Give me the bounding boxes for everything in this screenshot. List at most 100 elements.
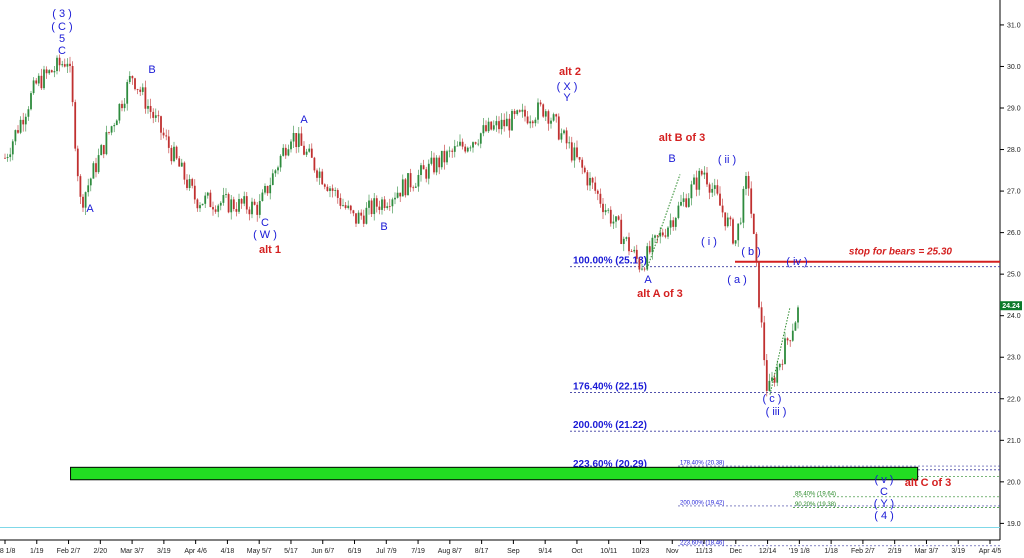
candle-body bbox=[40, 75, 43, 89]
candle-body bbox=[646, 246, 649, 270]
candle-body bbox=[95, 163, 97, 173]
candle-body bbox=[71, 66, 74, 103]
candle-body bbox=[404, 179, 407, 196]
candle-body bbox=[430, 157, 433, 164]
x-tick-label: Feb 2/7 bbox=[851, 548, 875, 555]
candle-body bbox=[277, 167, 279, 171]
x-tick-label: Feb 2/7 bbox=[57, 548, 81, 555]
candle-body bbox=[448, 150, 451, 152]
secondary-level-label: 200.00% (19.42) bbox=[680, 500, 724, 506]
svg-text:24.24: 24.24 bbox=[1002, 303, 1020, 310]
wave-label: ( iv ) bbox=[786, 256, 807, 268]
candle-body bbox=[500, 119, 503, 130]
x-tick-label: 3/19 bbox=[157, 548, 171, 555]
candle-body bbox=[305, 151, 308, 155]
candle-body bbox=[656, 235, 659, 237]
candle-body bbox=[503, 119, 506, 127]
wave-label: B bbox=[380, 221, 387, 233]
wave-label: B bbox=[668, 153, 675, 165]
candle-body bbox=[87, 185, 90, 193]
candle-body bbox=[524, 109, 526, 117]
candle-body bbox=[477, 143, 480, 145]
candle-body bbox=[607, 209, 610, 211]
x-tick-label: 1/18 bbox=[824, 548, 838, 555]
candle-body bbox=[768, 380, 771, 391]
candle-body bbox=[451, 150, 454, 152]
x-tick-label: 5/17 bbox=[284, 548, 298, 555]
candle-body bbox=[245, 196, 248, 210]
candle-body bbox=[105, 132, 108, 155]
wave-label: ( i ) bbox=[701, 236, 717, 248]
candle-body bbox=[144, 87, 147, 109]
candle-body bbox=[9, 154, 12, 158]
candle-body bbox=[347, 205, 350, 208]
candle-body bbox=[643, 268, 646, 270]
candle-body bbox=[539, 102, 542, 105]
candle-body bbox=[74, 102, 77, 149]
candle-body bbox=[734, 240, 737, 244]
secondary-fib-levels: 178.40% (20.38)76.40% (20.13)85.40% (19.… bbox=[678, 461, 1000, 546]
candle-body bbox=[27, 109, 30, 117]
candle-body bbox=[53, 71, 56, 73]
candle-body bbox=[365, 207, 368, 224]
candle-body bbox=[758, 261, 760, 308]
candle-body bbox=[232, 199, 235, 210]
candle-body bbox=[552, 114, 555, 121]
candle-body bbox=[123, 103, 126, 109]
candle-body bbox=[313, 157, 316, 171]
candle-body bbox=[609, 209, 612, 224]
candle-body bbox=[765, 360, 768, 391]
candle-body bbox=[464, 146, 467, 152]
candle-body bbox=[435, 157, 438, 173]
candle-body bbox=[427, 163, 430, 179]
wave-label: ( 3 ) bbox=[52, 8, 72, 20]
x-tick-label: 9/14 bbox=[538, 548, 552, 555]
wave-label: alt 1 bbox=[259, 244, 281, 256]
y-tick-label: 19.0 bbox=[1007, 521, 1021, 528]
candle-body bbox=[357, 212, 360, 224]
candle-body bbox=[472, 142, 474, 148]
candle-body bbox=[713, 185, 716, 189]
x-tick-label: 6/19 bbox=[348, 548, 362, 555]
candle-body bbox=[45, 69, 48, 74]
wave-label: alt C of 3 bbox=[905, 477, 951, 489]
y-tick-label: 23.0 bbox=[1007, 355, 1021, 362]
candle-body bbox=[92, 163, 95, 179]
stop-label: stop for bears = 25.30 bbox=[849, 247, 953, 258]
y-tick-label: 20.0 bbox=[1007, 479, 1021, 486]
candle-body bbox=[547, 111, 550, 124]
candle-body bbox=[264, 185, 266, 193]
candle-body bbox=[573, 147, 576, 161]
candle-body bbox=[485, 125, 487, 132]
secondary-level-label: 90.20% (19.38) bbox=[795, 502, 836, 508]
candle-body bbox=[227, 194, 230, 213]
candle-body bbox=[339, 197, 342, 206]
candle-body bbox=[251, 201, 253, 215]
candle-body bbox=[633, 249, 636, 252]
y-tick-label: 29.0 bbox=[1007, 106, 1021, 113]
wave-label: 5 bbox=[59, 33, 65, 45]
candle-body bbox=[19, 119, 22, 133]
candle-body bbox=[531, 121, 534, 124]
candle-body bbox=[368, 200, 370, 208]
candle-body bbox=[755, 233, 758, 262]
candle-body bbox=[581, 159, 584, 168]
candle-body bbox=[399, 192, 402, 197]
candle-body bbox=[396, 192, 399, 198]
candle-body bbox=[781, 363, 784, 365]
candle-body bbox=[178, 158, 181, 167]
candle-body bbox=[773, 377, 776, 383]
x-tick-label: 3/19 bbox=[951, 548, 965, 555]
candle-body bbox=[6, 157, 9, 159]
wave-label: C bbox=[261, 217, 269, 229]
wave-label: ( W ) bbox=[253, 229, 277, 241]
candle-body bbox=[318, 171, 321, 178]
candle-body bbox=[201, 203, 204, 206]
wave-label: A bbox=[300, 114, 308, 126]
candle-body bbox=[22, 119, 25, 125]
candle-body bbox=[282, 147, 285, 156]
candle-body bbox=[89, 178, 92, 186]
candle-body bbox=[256, 204, 259, 215]
candle-body bbox=[355, 213, 357, 224]
candle-body bbox=[604, 210, 607, 213]
